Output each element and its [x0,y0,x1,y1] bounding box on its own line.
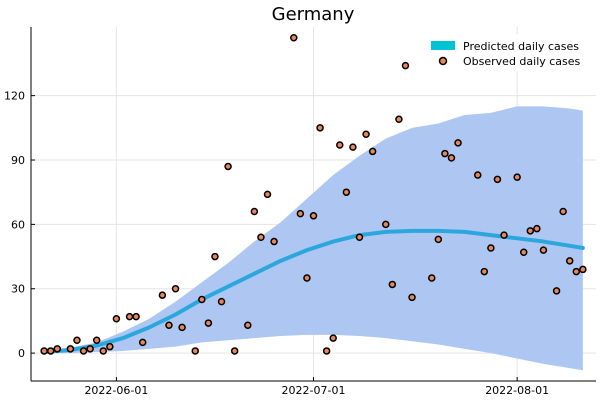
observed-point [349,143,357,151]
observed-point [244,321,252,329]
observed-point [526,227,535,235]
observed-point [355,233,364,242]
observed-point [388,280,397,289]
observed-point [211,252,219,261]
observed-point [224,162,232,171]
observed-point [572,267,581,276]
observed-point [73,336,81,344]
observed-point [322,347,331,355]
observed-point [79,347,88,355]
observed-point [46,347,55,355]
legend-swatch-observed [438,56,448,66]
x-tick-label: 2022-07-01 [282,384,346,397]
observed-point [513,173,521,181]
legend-swatch-predicted [431,41,455,50]
observed-point [125,312,134,321]
observed-point [487,244,495,252]
observed-point [408,293,416,302]
observed-point [303,274,311,282]
observed-point [165,321,173,329]
x-tick-label: 2022-08-01 [485,384,549,397]
observed-point [263,190,272,199]
observed-point [178,323,186,332]
y-ticks: 0 30 60 90 120 [4,90,35,360]
legend-label-predicted: Predicted daily cases [463,40,579,53]
observed-point [99,347,108,355]
x-tick-label: 2022-06-01 [84,384,148,397]
observed-point [519,248,528,257]
observed-point [290,33,298,42]
observed-point [473,171,482,179]
observed-point [362,130,370,139]
y-tick-label: 0 [18,347,25,360]
observed-point [270,237,278,246]
observed-point [53,345,62,353]
prediction-band [44,106,583,371]
observed-point [382,220,390,229]
observed-point [40,347,48,355]
observed-point [447,154,456,162]
observed-point [368,147,377,156]
observed-point [552,287,561,295]
observed-point [428,274,436,282]
observed-point [296,209,305,218]
observed-point [132,312,140,321]
observed-point [559,207,567,216]
observed-point [86,345,94,353]
observed-point [480,267,489,276]
chart-title: Germany [272,4,355,25]
y-tick-label: 60 [11,218,25,231]
observed-point [579,265,587,274]
observed-point [336,141,344,149]
observed-point [204,319,213,327]
y-tick-label: 120 [4,90,25,103]
observed-point [539,246,548,254]
observed-point [230,347,239,355]
observed-point [565,257,574,265]
observed-point [191,347,199,355]
observed-point [257,233,265,242]
observed-point [106,342,114,351]
prediction-band-layer [44,106,583,371]
observed-point [533,224,541,233]
observed-point [316,124,324,132]
observed-point [66,345,75,353]
observed-point [329,334,337,342]
legend: Predicted daily cases Observed daily cas… [424,35,588,71]
x-ticks: 2022-06-01 2022-07-01 2022-08-01 [84,377,549,397]
observed-point [217,297,226,306]
observed-point [112,315,121,323]
observed-point [493,175,502,184]
observed-point [250,207,259,216]
observed-point [309,212,318,220]
legend-label-observed: Observed daily cases [463,55,581,68]
observed-point [138,338,147,347]
observed-points-layer [40,33,587,355]
observed-point [198,295,206,304]
observed-point [395,115,403,124]
y-tick-label: 90 [11,154,25,167]
observed-point [454,139,462,147]
observed-point [401,61,410,70]
observed-point [500,231,508,239]
observed-point [441,149,449,158]
observed-point [434,235,443,244]
y-tick-label: 30 [11,283,25,296]
observed-point [92,336,101,344]
observed-point [342,188,351,196]
observed-point [171,284,180,293]
observed-point [158,291,167,299]
